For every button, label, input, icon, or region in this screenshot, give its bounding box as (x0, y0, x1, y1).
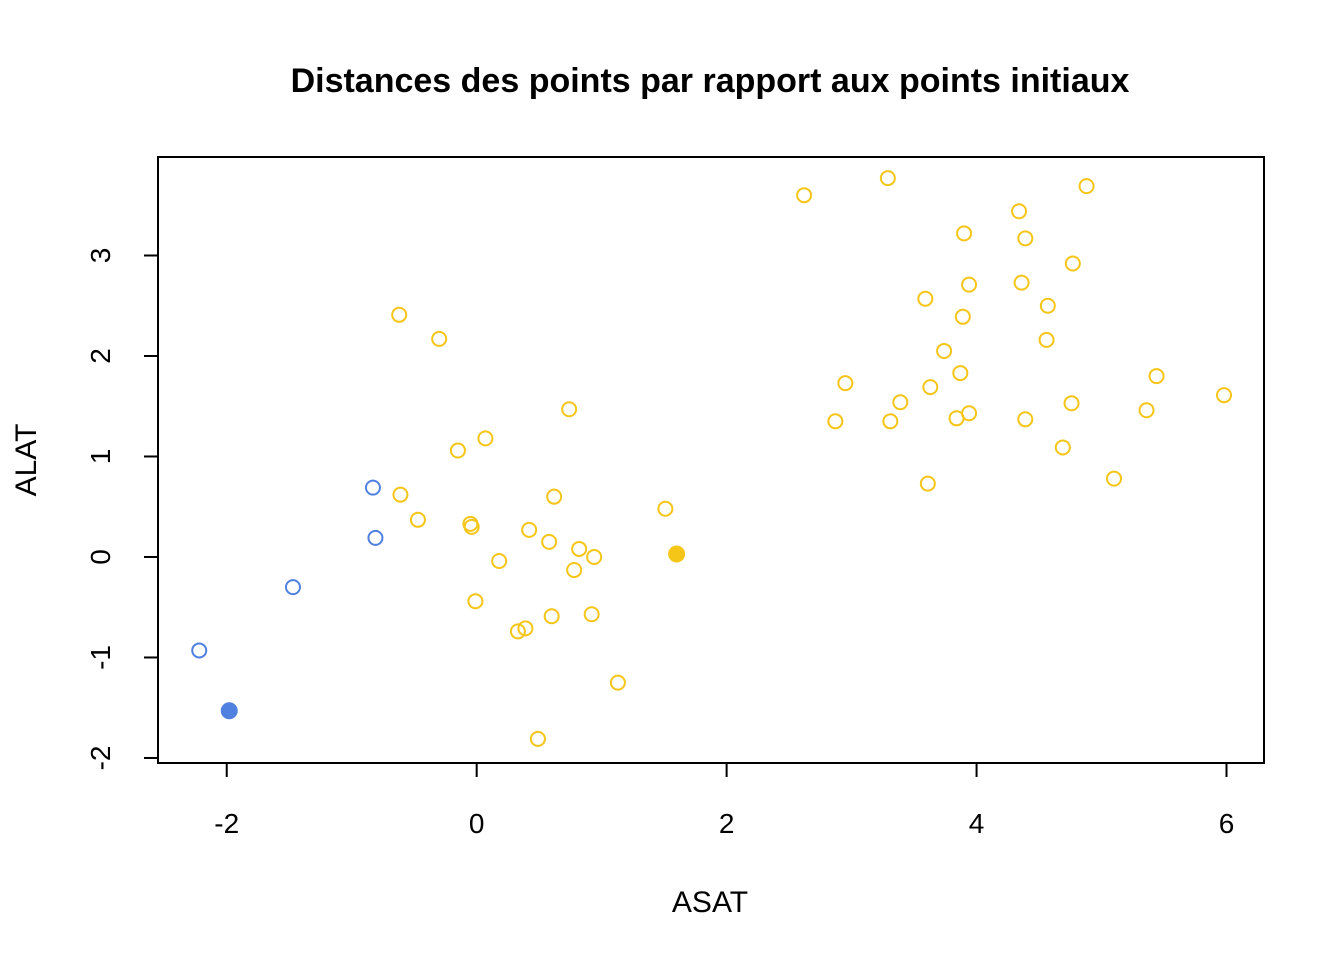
data-point (1011, 203, 1028, 220)
data-point-filled (220, 702, 238, 720)
data-point (543, 608, 560, 625)
y-axis: -2 -1 0 1 2 3 (85, 248, 159, 771)
data-point (952, 365, 969, 382)
data-point (1216, 387, 1233, 404)
data-point (917, 290, 934, 307)
data-point (546, 488, 563, 505)
data-point (1013, 274, 1030, 291)
data-point (467, 593, 484, 610)
data-point (892, 394, 909, 411)
data-point (561, 401, 578, 418)
data-point (657, 500, 674, 517)
data-point (936, 342, 953, 359)
data-point (879, 170, 896, 187)
data-point (1106, 470, 1123, 487)
x-tick-label: 0 (469, 808, 485, 839)
x-tick-label: 6 (1219, 808, 1235, 839)
y-tick-label: -1 (85, 645, 116, 670)
y-tick-label: 3 (85, 248, 116, 264)
y-tick-label: 2 (85, 348, 116, 364)
data-point (529, 730, 546, 747)
data-point (509, 623, 526, 640)
y-tick-label: 1 (85, 449, 116, 465)
data-point (919, 475, 936, 492)
data-point (392, 486, 409, 503)
data-point (961, 276, 978, 293)
data-points (191, 170, 1233, 747)
data-point (367, 529, 384, 546)
data-point (284, 579, 301, 596)
data-point (1054, 439, 1071, 456)
data-point (463, 518, 480, 535)
data-point (1038, 331, 1055, 348)
x-axis-label: ASAT (672, 886, 748, 919)
data-point (541, 533, 558, 550)
x-tick-label: 2 (719, 808, 735, 839)
data-point (391, 306, 408, 323)
x-tick-label: -2 (214, 808, 239, 839)
data-point (609, 674, 626, 691)
data-point (948, 410, 965, 427)
data-point (1063, 395, 1080, 412)
data-point (431, 330, 448, 347)
data-point (796, 187, 813, 204)
x-axis: -2 0 2 4 6 (214, 762, 1235, 839)
data-point (571, 540, 588, 557)
data-point (1138, 402, 1155, 419)
data-point (1017, 230, 1034, 247)
x-tick-label: 4 (969, 808, 985, 839)
y-tick-label: -2 (85, 746, 116, 771)
data-point (837, 375, 854, 392)
data-point (1078, 178, 1095, 195)
data-point (956, 225, 973, 242)
data-point (449, 442, 466, 459)
data-point (1064, 255, 1081, 272)
data-point (517, 620, 534, 637)
data-point (1148, 368, 1165, 385)
data-point (827, 413, 844, 430)
data-point (364, 479, 381, 496)
plot-frame (157, 156, 1265, 764)
chart-title: Distances des points par rapport aux poi… (291, 62, 1130, 100)
data-point (477, 430, 494, 447)
data-point (409, 511, 426, 528)
data-point (586, 548, 603, 565)
data-point (1039, 297, 1056, 314)
data-point (882, 413, 899, 430)
y-axis-label: ALAT (10, 424, 43, 497)
data-point (583, 606, 600, 623)
data-point (191, 642, 208, 659)
data-point (491, 553, 508, 569)
data-point (1017, 411, 1034, 428)
data-point (922, 379, 939, 396)
data-point (566, 562, 583, 579)
data-point (954, 308, 971, 325)
data-point (521, 521, 538, 538)
data-point-filled (668, 545, 686, 563)
y-tick-label: 0 (85, 549, 116, 565)
